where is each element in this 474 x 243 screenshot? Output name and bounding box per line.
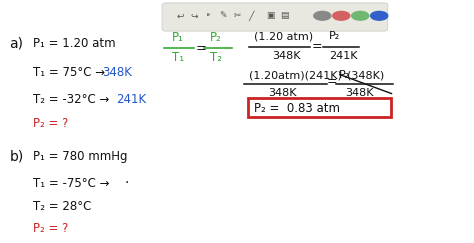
Text: ↪: ↪	[191, 11, 198, 20]
Circle shape	[371, 11, 388, 20]
Text: ⁍: ⁍	[206, 11, 211, 20]
Text: 241K: 241K	[116, 93, 146, 106]
Circle shape	[333, 11, 350, 20]
Text: 348K: 348K	[273, 51, 301, 61]
Text: 348K: 348K	[268, 88, 296, 98]
Text: P₁ = 1.20 atm: P₁ = 1.20 atm	[33, 37, 116, 50]
Text: T₁ = 75°C →: T₁ = 75°C →	[33, 66, 105, 79]
Text: (1.20atm)(241K): (1.20atm)(241K)	[249, 70, 342, 80]
Text: T₂ = -32°C →: T₂ = -32°C →	[33, 93, 109, 106]
Text: ·: ·	[125, 176, 129, 191]
Text: (1.20 atm): (1.20 atm)	[254, 31, 313, 42]
Text: ✂: ✂	[233, 11, 241, 20]
Text: P₂ =  0.83 atm: P₂ = 0.83 atm	[254, 102, 340, 115]
Text: ↩: ↩	[176, 11, 184, 20]
Text: P₂ = ?: P₂ = ?	[33, 117, 69, 130]
Text: ▤: ▤	[280, 11, 289, 20]
Text: T₁ = -75°C →: T₁ = -75°C →	[33, 177, 109, 190]
Text: ▣: ▣	[266, 11, 274, 20]
Text: 348K: 348K	[345, 88, 374, 98]
Text: P₂: P₂	[339, 70, 350, 80]
Text: =: =	[196, 42, 207, 55]
Text: 241K: 241K	[329, 51, 357, 61]
Text: =: =	[327, 75, 337, 88]
Text: =: =	[311, 40, 322, 53]
Text: b): b)	[9, 150, 24, 164]
Circle shape	[352, 11, 369, 20]
Text: T₁: T₁	[172, 51, 184, 64]
Text: P₂ = ?: P₂ = ?	[33, 222, 69, 235]
Text: P₁ = 780 mmHg: P₁ = 780 mmHg	[33, 150, 128, 163]
Text: P₂: P₂	[210, 31, 221, 44]
FancyBboxPatch shape	[248, 98, 391, 117]
Text: ✎: ✎	[219, 11, 227, 20]
Circle shape	[314, 11, 331, 20]
FancyBboxPatch shape	[162, 3, 388, 31]
Text: T₂: T₂	[210, 51, 222, 64]
Text: 348K: 348K	[102, 66, 132, 79]
Text: P₁: P₁	[172, 31, 184, 44]
Text: P₂: P₂	[329, 31, 340, 42]
Text: a): a)	[9, 37, 24, 51]
Text: (348K): (348K)	[347, 70, 384, 80]
Text: T₂ = 28°C: T₂ = 28°C	[33, 200, 91, 213]
Text: ╱: ╱	[248, 10, 254, 21]
